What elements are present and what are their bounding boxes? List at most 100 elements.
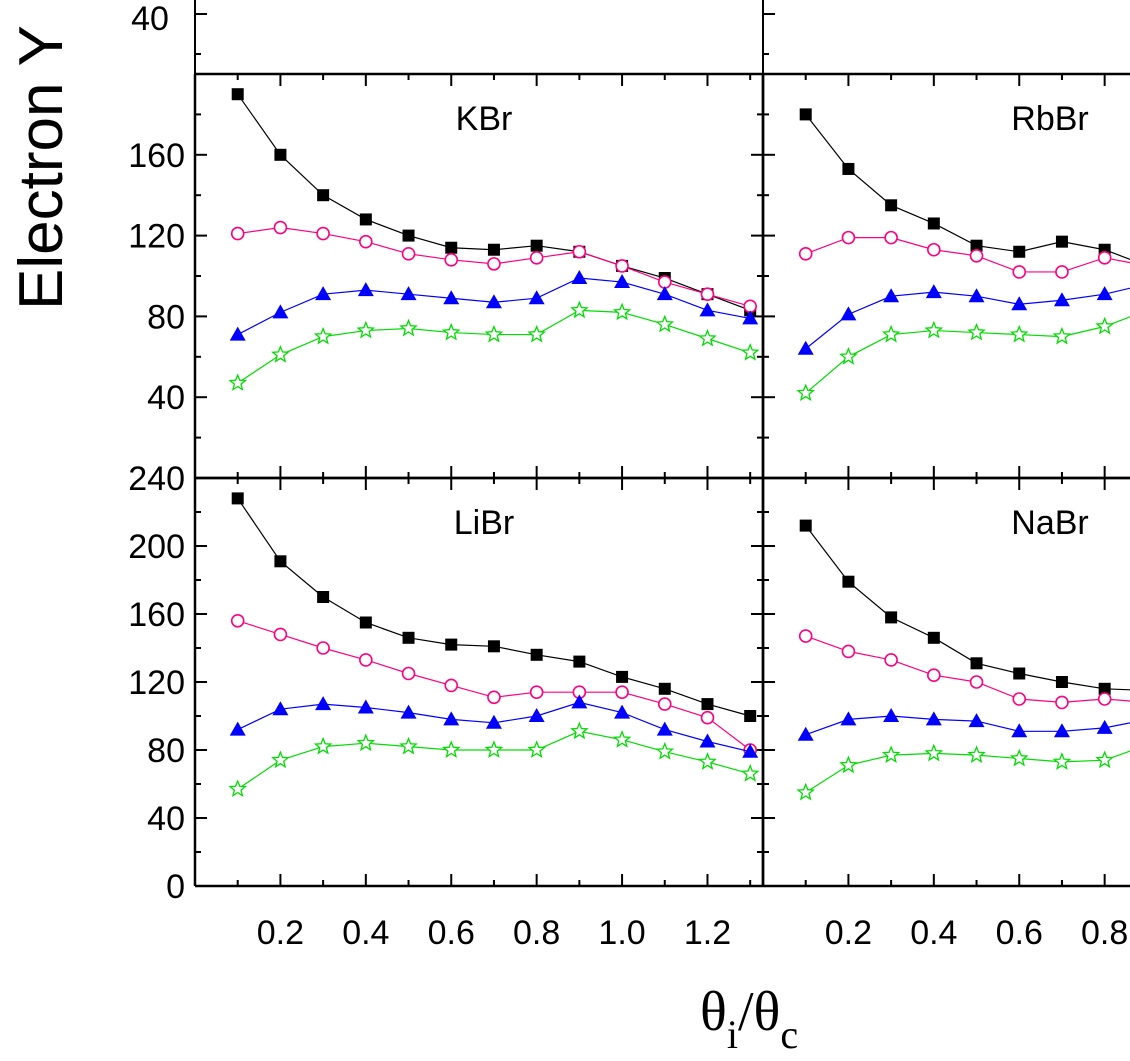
data-point-star bbox=[271, 345, 290, 363]
data-point-circle bbox=[529, 251, 544, 265]
data-point-circle bbox=[1012, 692, 1027, 706]
data-point-triangle bbox=[272, 701, 289, 716]
data-point-star bbox=[441, 740, 461, 758]
data-point-circle bbox=[487, 690, 501, 705]
data-point-triangle bbox=[797, 726, 814, 741]
data-point-star bbox=[796, 383, 815, 402]
data-point-triangle bbox=[883, 288, 900, 303]
y-tick-label: 160 bbox=[128, 137, 185, 175]
panel-libr: 240 200 160 120 80 40 0 0.2 0.4 0.6 0.8 1.0 1.2 LiBr bbox=[128, 460, 763, 952]
data-point-triangle bbox=[742, 743, 759, 758]
y-tick-label: 120 bbox=[128, 664, 185, 702]
data-point-square bbox=[274, 555, 287, 568]
data-point-star bbox=[839, 347, 858, 365]
data-point-triangle bbox=[357, 699, 374, 714]
data-point-star bbox=[881, 745, 901, 764]
data-point-star bbox=[313, 736, 333, 755]
data-point-circle bbox=[841, 230, 856, 245]
data-point-circle bbox=[273, 220, 288, 235]
x-tick-label: 0.8 bbox=[1081, 914, 1128, 952]
data-point-triangle bbox=[528, 290, 545, 305]
data-point-triangle bbox=[656, 286, 673, 301]
data-point-star bbox=[967, 322, 986, 341]
data-point-star bbox=[399, 318, 418, 337]
data-point-square bbox=[927, 631, 940, 644]
data-point-square bbox=[231, 492, 244, 505]
data-point-triangle bbox=[1096, 286, 1113, 301]
series-line bbox=[805, 316, 1130, 394]
data-point-square bbox=[842, 575, 855, 588]
data-point-triangle bbox=[443, 711, 460, 726]
data-point-square bbox=[1098, 682, 1111, 695]
data-point-star bbox=[228, 779, 247, 798]
panels-group: 160 120 80 40 KBr RbBr 240 200 160 120 80 40 0 0.2 0.4… bbox=[128, 0, 1130, 952]
data-point-star bbox=[1095, 316, 1114, 335]
data-point-circle bbox=[1055, 265, 1069, 279]
data-point-circle bbox=[700, 287, 715, 301]
data-point-triangle bbox=[1011, 723, 1028, 738]
data-point-triangle bbox=[315, 286, 332, 301]
data-point-circle bbox=[615, 685, 629, 700]
data-point-square bbox=[1013, 667, 1026, 680]
data-point-circle bbox=[359, 653, 373, 667]
x-label-sub-c: c bbox=[780, 1012, 798, 1057]
data-point-star bbox=[441, 322, 461, 341]
series-line bbox=[805, 237, 1130, 273]
data-point-triangle bbox=[400, 704, 417, 719]
data-point-triangle bbox=[840, 711, 857, 726]
data-point-star bbox=[924, 320, 944, 339]
data-point-square bbox=[970, 657, 983, 670]
data-point-circle bbox=[401, 666, 416, 681]
x-tick-label: 0.6 bbox=[996, 914, 1043, 952]
y-tick-label: 200 bbox=[128, 528, 185, 566]
y-axis-label: Electron Y bbox=[7, 25, 76, 310]
data-point-triangle bbox=[1053, 723, 1070, 738]
data-point-circle bbox=[359, 234, 373, 249]
data-point-star bbox=[698, 752, 717, 770]
data-point-square bbox=[445, 241, 458, 254]
data-point-triangle bbox=[925, 284, 942, 299]
data-point-triangle bbox=[1011, 296, 1028, 311]
x-tick-label: 0.2 bbox=[825, 914, 872, 952]
data-point-circle bbox=[798, 629, 813, 643]
data-point-circle bbox=[1055, 695, 1069, 710]
y-tick-label: 40 bbox=[147, 379, 185, 417]
x-tick-label: 0.6 bbox=[428, 914, 475, 952]
data-point-star bbox=[1052, 326, 1072, 345]
data-point-circle bbox=[401, 246, 416, 261]
data-point-square bbox=[970, 239, 983, 252]
data-point-square bbox=[530, 239, 543, 252]
data-point-triangle bbox=[742, 310, 759, 325]
data-point-triangle bbox=[1096, 719, 1113, 734]
data-point-star bbox=[967, 745, 986, 764]
x-tick-label: 0.8 bbox=[513, 914, 560, 952]
data-point-star bbox=[356, 733, 376, 752]
data-point-star bbox=[484, 324, 504, 343]
data-point-star bbox=[612, 730, 632, 748]
y-tick-label: 0 bbox=[166, 868, 185, 906]
data-point-square bbox=[402, 631, 415, 644]
data-point-star bbox=[612, 302, 632, 321]
data-point-star bbox=[527, 324, 546, 343]
data-point-star bbox=[399, 736, 418, 755]
data-point-circle bbox=[444, 678, 459, 693]
x-tick-label: 0.4 bbox=[342, 914, 389, 952]
data-point-square bbox=[359, 213, 372, 226]
x-tick-label: 0.2 bbox=[257, 914, 304, 952]
x-label-sub-i: i bbox=[727, 1012, 738, 1057]
data-point-circle bbox=[316, 641, 330, 655]
y-tick-label: 240 bbox=[128, 460, 185, 498]
data-point-triangle bbox=[840, 306, 857, 321]
data-point-triangle bbox=[485, 714, 502, 729]
data-point-star bbox=[1052, 752, 1072, 770]
data-point-square bbox=[359, 616, 372, 629]
data-point-triangle bbox=[443, 290, 460, 305]
data-point-star bbox=[740, 764, 760, 782]
series-line bbox=[805, 635, 1130, 704]
data-point-circle bbox=[969, 249, 984, 263]
data-point-triangle bbox=[699, 733, 716, 748]
data-point-circle bbox=[798, 246, 813, 261]
panel-title: NaBr bbox=[1011, 504, 1088, 542]
data-point-star bbox=[655, 741, 675, 760]
